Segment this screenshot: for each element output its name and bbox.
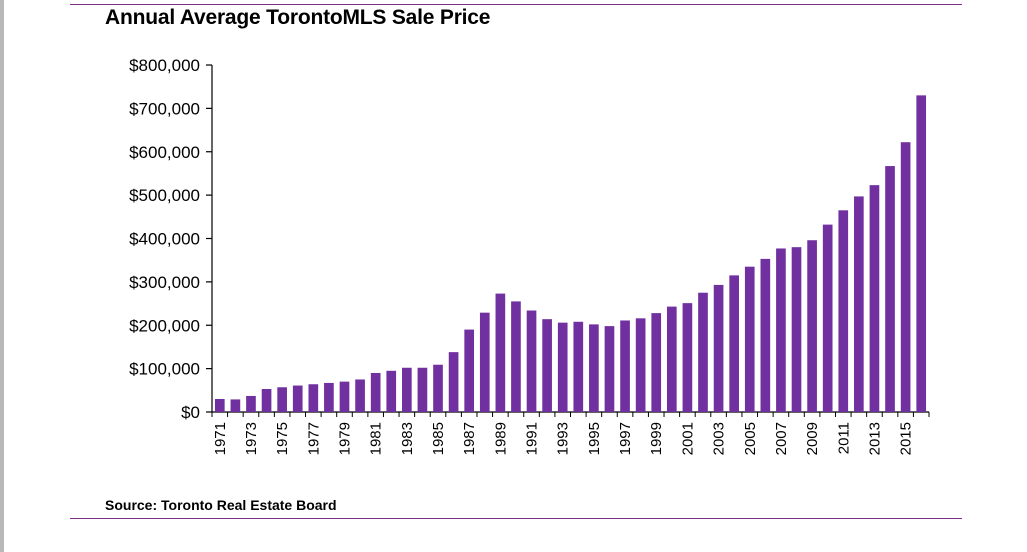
- bar-2007: [776, 248, 786, 412]
- bar-1987: [464, 329, 475, 412]
- y-tick-label: $400,000: [129, 230, 200, 249]
- bar-1978: [324, 382, 334, 412]
- x-tick-label: 1983: [399, 422, 416, 455]
- bar-1981: [370, 372, 381, 412]
- bar-1984: [417, 367, 428, 412]
- y-tick-label: $800,000: [129, 56, 200, 75]
- x-tick-label: 2009: [804, 422, 821, 455]
- bar-1999: [651, 313, 662, 412]
- bar-1971: [214, 398, 225, 412]
- bar-1982: [386, 370, 397, 412]
- x-tick-label: 1985: [430, 422, 447, 455]
- x-tick-label: 1993: [555, 422, 572, 455]
- x-tick-label: 1995: [586, 422, 603, 455]
- bar-1994: [573, 321, 584, 412]
- bar-1972: [230, 399, 241, 412]
- x-tick-label: 2001: [679, 422, 696, 455]
- bar-2006: [760, 258, 771, 412]
- x-tick-label: 1981: [368, 422, 385, 455]
- bar-1977: [308, 384, 319, 412]
- chart-title: Annual Average TorontoMLS Sale Price: [105, 6, 491, 29]
- bar-2004: [729, 275, 739, 412]
- bar-1990: [511, 301, 521, 412]
- y-tick-label: $200,000: [129, 316, 200, 335]
- x-tick-label: 1989: [492, 422, 509, 455]
- bar-1980: [355, 379, 365, 412]
- x-tick-label: 2007: [773, 422, 790, 455]
- bar-1988: [479, 312, 490, 412]
- x-tick-label: 1971: [212, 422, 229, 455]
- x-tick-label: 1999: [648, 422, 665, 455]
- bar-1992: [542, 319, 552, 412]
- x-axis: 1971 1973 1975 1977 1979 1981 1983 1985 1987 1989…: [211, 411, 930, 455]
- bar-2000: [666, 306, 677, 412]
- bar-2002: [698, 292, 708, 412]
- bar-1995: [589, 324, 599, 412]
- y-tick-label: $100,000: [129, 360, 200, 379]
- x-tick-label: 1979: [336, 422, 353, 455]
- bar-1997: [620, 320, 630, 412]
- x-tick-label: 2003: [711, 422, 728, 455]
- bar-1996: [604, 326, 615, 412]
- bar-2012: [854, 196, 864, 412]
- bar-1973: [246, 395, 256, 412]
- bar-2013: [869, 185, 880, 412]
- chart-source: Source: Toronto Real Estate Board: [105, 497, 337, 513]
- bar-1986: [448, 352, 459, 412]
- bar-2008: [791, 247, 802, 412]
- bar-2003: [713, 284, 724, 412]
- x-tick-label: 2005: [742, 422, 759, 455]
- bar-1975: [277, 387, 287, 412]
- bar-1979: [339, 381, 350, 412]
- y-tick-label: $600,000: [129, 143, 200, 162]
- bar-2001: [682, 303, 693, 412]
- bar-1993: [557, 322, 568, 412]
- y-axis: $0 $100,000 $200,000 $300,000 $400,000 $500,0…: [129, 56, 213, 422]
- bar-1974: [261, 389, 272, 412]
- y-tick-label: $500,000: [129, 186, 200, 205]
- x-tick-label: 1977: [305, 422, 322, 455]
- bar-2009: [807, 240, 817, 412]
- x-tick-label: 1987: [461, 422, 478, 455]
- bottom-divider: [70, 518, 962, 519]
- bars: [214, 95, 927, 413]
- x-tick-label: 1973: [243, 422, 260, 455]
- bar-2016: [916, 95, 927, 413]
- bar-2005: [744, 266, 755, 412]
- y-tick-label: $300,000: [129, 273, 200, 292]
- x-tick-label: 2013: [866, 422, 883, 455]
- x-tick-label: 2011: [835, 422, 852, 454]
- x-tick-label: 1991: [524, 422, 541, 455]
- window-edge: [0, 0, 4, 552]
- y-tick-label: $700,000: [129, 99, 200, 118]
- bar-2015: [900, 142, 911, 412]
- bar-1983: [402, 367, 412, 412]
- bar-1985: [433, 364, 443, 412]
- bar-2011: [838, 210, 849, 412]
- bar-2010: [822, 224, 833, 412]
- bar-1989: [495, 293, 506, 412]
- bar-1976: [292, 385, 303, 412]
- bar-1991: [526, 310, 537, 412]
- y-tick-label: $0: [181, 403, 200, 422]
- bar-1998: [635, 318, 646, 412]
- x-tick-label: 1975: [274, 422, 291, 455]
- x-tick-label: 2015: [898, 422, 915, 455]
- top-divider: [70, 4, 962, 5]
- x-tick-label: 1997: [617, 422, 634, 455]
- bar-2014: [885, 166, 895, 412]
